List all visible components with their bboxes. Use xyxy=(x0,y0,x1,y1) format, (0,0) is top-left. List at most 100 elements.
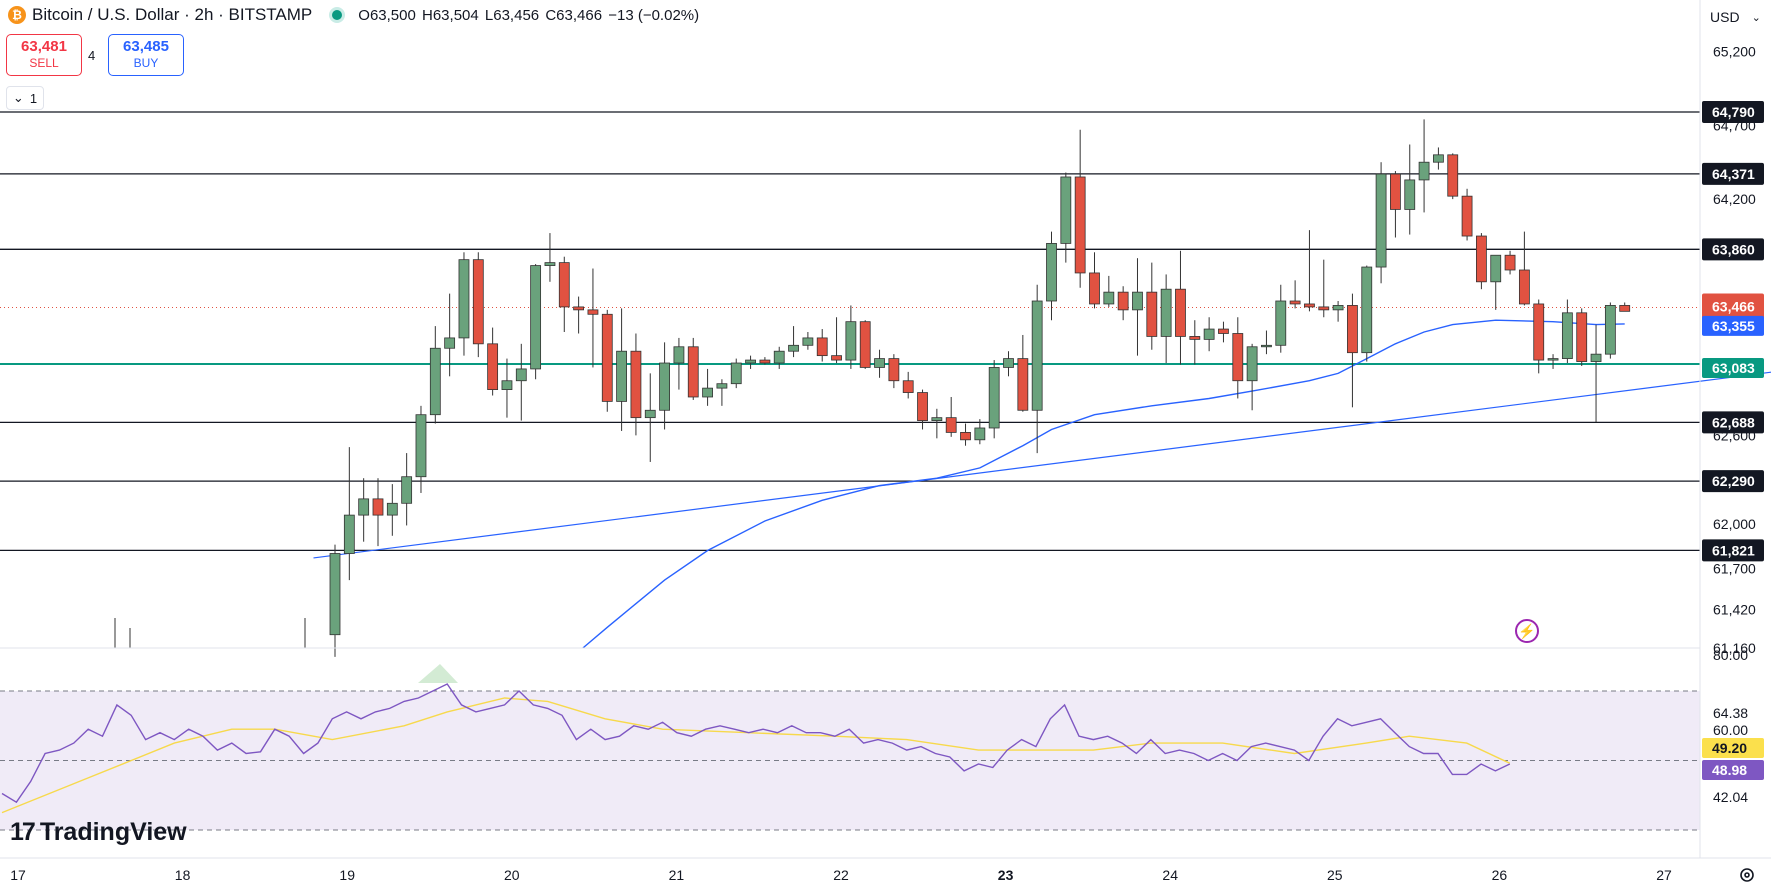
candle-body xyxy=(1203,328,1215,340)
candle-body xyxy=(1604,305,1616,355)
sell-button[interactable]: 63,481 SELL xyxy=(6,34,82,76)
symbol-title[interactable]: Bitcoin / U.S. Dollar · 2h · BITSTAMP xyxy=(32,5,313,24)
chevron-down-icon: ⌄ xyxy=(12,90,24,105)
candle-body xyxy=(902,380,914,393)
rsi-value-label-bg xyxy=(1702,760,1764,780)
candle xyxy=(1361,265,1373,362)
candle xyxy=(1074,129,1086,288)
candle xyxy=(1561,299,1573,364)
candle xyxy=(329,544,341,657)
candle xyxy=(544,233,556,282)
candle-body xyxy=(530,265,542,370)
price-level-label: 62,290 xyxy=(1702,470,1764,493)
candle xyxy=(1103,275,1115,307)
chevron-down-icon: ⌄ xyxy=(1751,11,1761,24)
candle-body xyxy=(874,358,885,368)
price-level-label-text: 64,790 xyxy=(1712,104,1755,120)
current-price-text: 63,466 xyxy=(1712,298,1755,314)
candle-body xyxy=(816,337,828,357)
candle xyxy=(1304,230,1315,312)
low-value: 63,456 xyxy=(493,6,540,24)
candle-body xyxy=(773,350,785,364)
candle xyxy=(745,355,756,369)
candle xyxy=(358,478,370,542)
rsi-tick-label: 60.00 xyxy=(1713,722,1748,738)
candle-body xyxy=(1246,346,1258,382)
collapse-indicators-button[interactable]: ⌄ 1 xyxy=(6,86,44,110)
candle xyxy=(1619,302,1631,312)
candle xyxy=(429,326,441,424)
candle-body xyxy=(487,343,499,390)
candle-body xyxy=(1390,173,1401,210)
candle-body xyxy=(1275,300,1287,346)
candle-body xyxy=(1003,358,1014,368)
candle-body xyxy=(1361,266,1373,354)
currency-selector[interactable]: USD ⌄ xyxy=(1704,4,1766,30)
currency-label: USD xyxy=(1710,9,1740,25)
candle xyxy=(1003,351,1014,377)
candle xyxy=(1418,119,1430,213)
candle xyxy=(1017,334,1029,412)
sell-label: SELL xyxy=(29,56,59,70)
candle-body xyxy=(372,498,384,516)
indicator-count: 1 xyxy=(29,90,38,106)
candle xyxy=(616,308,627,431)
candle xyxy=(702,368,713,406)
candle xyxy=(831,317,842,364)
candle xyxy=(1590,324,1602,423)
change-value: −13 (−0.02%) xyxy=(608,6,700,24)
sell-price: 63,481 xyxy=(21,38,67,55)
open-label: O xyxy=(358,6,370,24)
price-level-label-text: 62,290 xyxy=(1712,473,1755,489)
candle xyxy=(1117,286,1129,321)
ma-value-label-bg xyxy=(1702,315,1764,336)
rsi-ma-value-label-bg xyxy=(1702,738,1764,758)
candle xyxy=(716,379,728,406)
candle-body xyxy=(558,262,570,308)
candle xyxy=(1347,293,1358,408)
candle-body xyxy=(1117,291,1129,311)
price-level-label-bg xyxy=(1702,162,1764,185)
open-value: 63,500 xyxy=(369,6,416,24)
candle-body xyxy=(1060,176,1072,244)
candle-body xyxy=(1103,291,1115,305)
candle-body xyxy=(1447,154,1459,197)
price-level-label-text: 61,821 xyxy=(1712,542,1755,558)
candle-body xyxy=(1533,303,1545,361)
candle xyxy=(458,252,470,356)
price-level-label-bg xyxy=(1702,411,1764,434)
candle xyxy=(573,296,585,334)
candle xyxy=(1604,302,1616,359)
candle xyxy=(945,396,957,437)
high-label: H xyxy=(422,6,433,24)
candle xyxy=(1533,299,1545,374)
lightning-icon[interactable]: ⚡ xyxy=(1515,619,1539,643)
price-level-label-text: 63,860 xyxy=(1712,241,1755,257)
candle-body xyxy=(1576,312,1588,362)
candle-body xyxy=(1518,269,1530,305)
time-tick-label: 19 xyxy=(339,867,355,883)
close-value: 63,466 xyxy=(556,6,603,24)
time-tick-label: 17 xyxy=(10,867,26,883)
price-tick-label: 62,000 xyxy=(1713,516,1756,532)
gear-icon[interactable] xyxy=(1736,864,1758,886)
candle xyxy=(530,264,542,380)
candle-body xyxy=(1504,254,1516,271)
candle xyxy=(1218,321,1229,343)
moving-average-line xyxy=(582,319,1625,649)
candle-body xyxy=(1031,300,1043,411)
candle xyxy=(687,337,699,400)
tradingview-logo[interactable]: 17 TradingView xyxy=(10,818,187,847)
buy-button[interactable]: 63,485 BUY xyxy=(108,34,184,76)
price-level-label-bg xyxy=(1702,238,1764,261)
candle-body xyxy=(1160,288,1172,337)
candle xyxy=(845,305,857,369)
candle-body xyxy=(1461,195,1473,237)
candle-body xyxy=(1046,243,1057,302)
symbol-header: ₿ Bitcoin / U.S. Dollar · 2h · BITSTAMP … xyxy=(0,0,699,30)
candle-body xyxy=(931,417,943,422)
candle xyxy=(659,342,670,430)
candle-body xyxy=(515,368,527,382)
candle-body xyxy=(472,259,484,345)
